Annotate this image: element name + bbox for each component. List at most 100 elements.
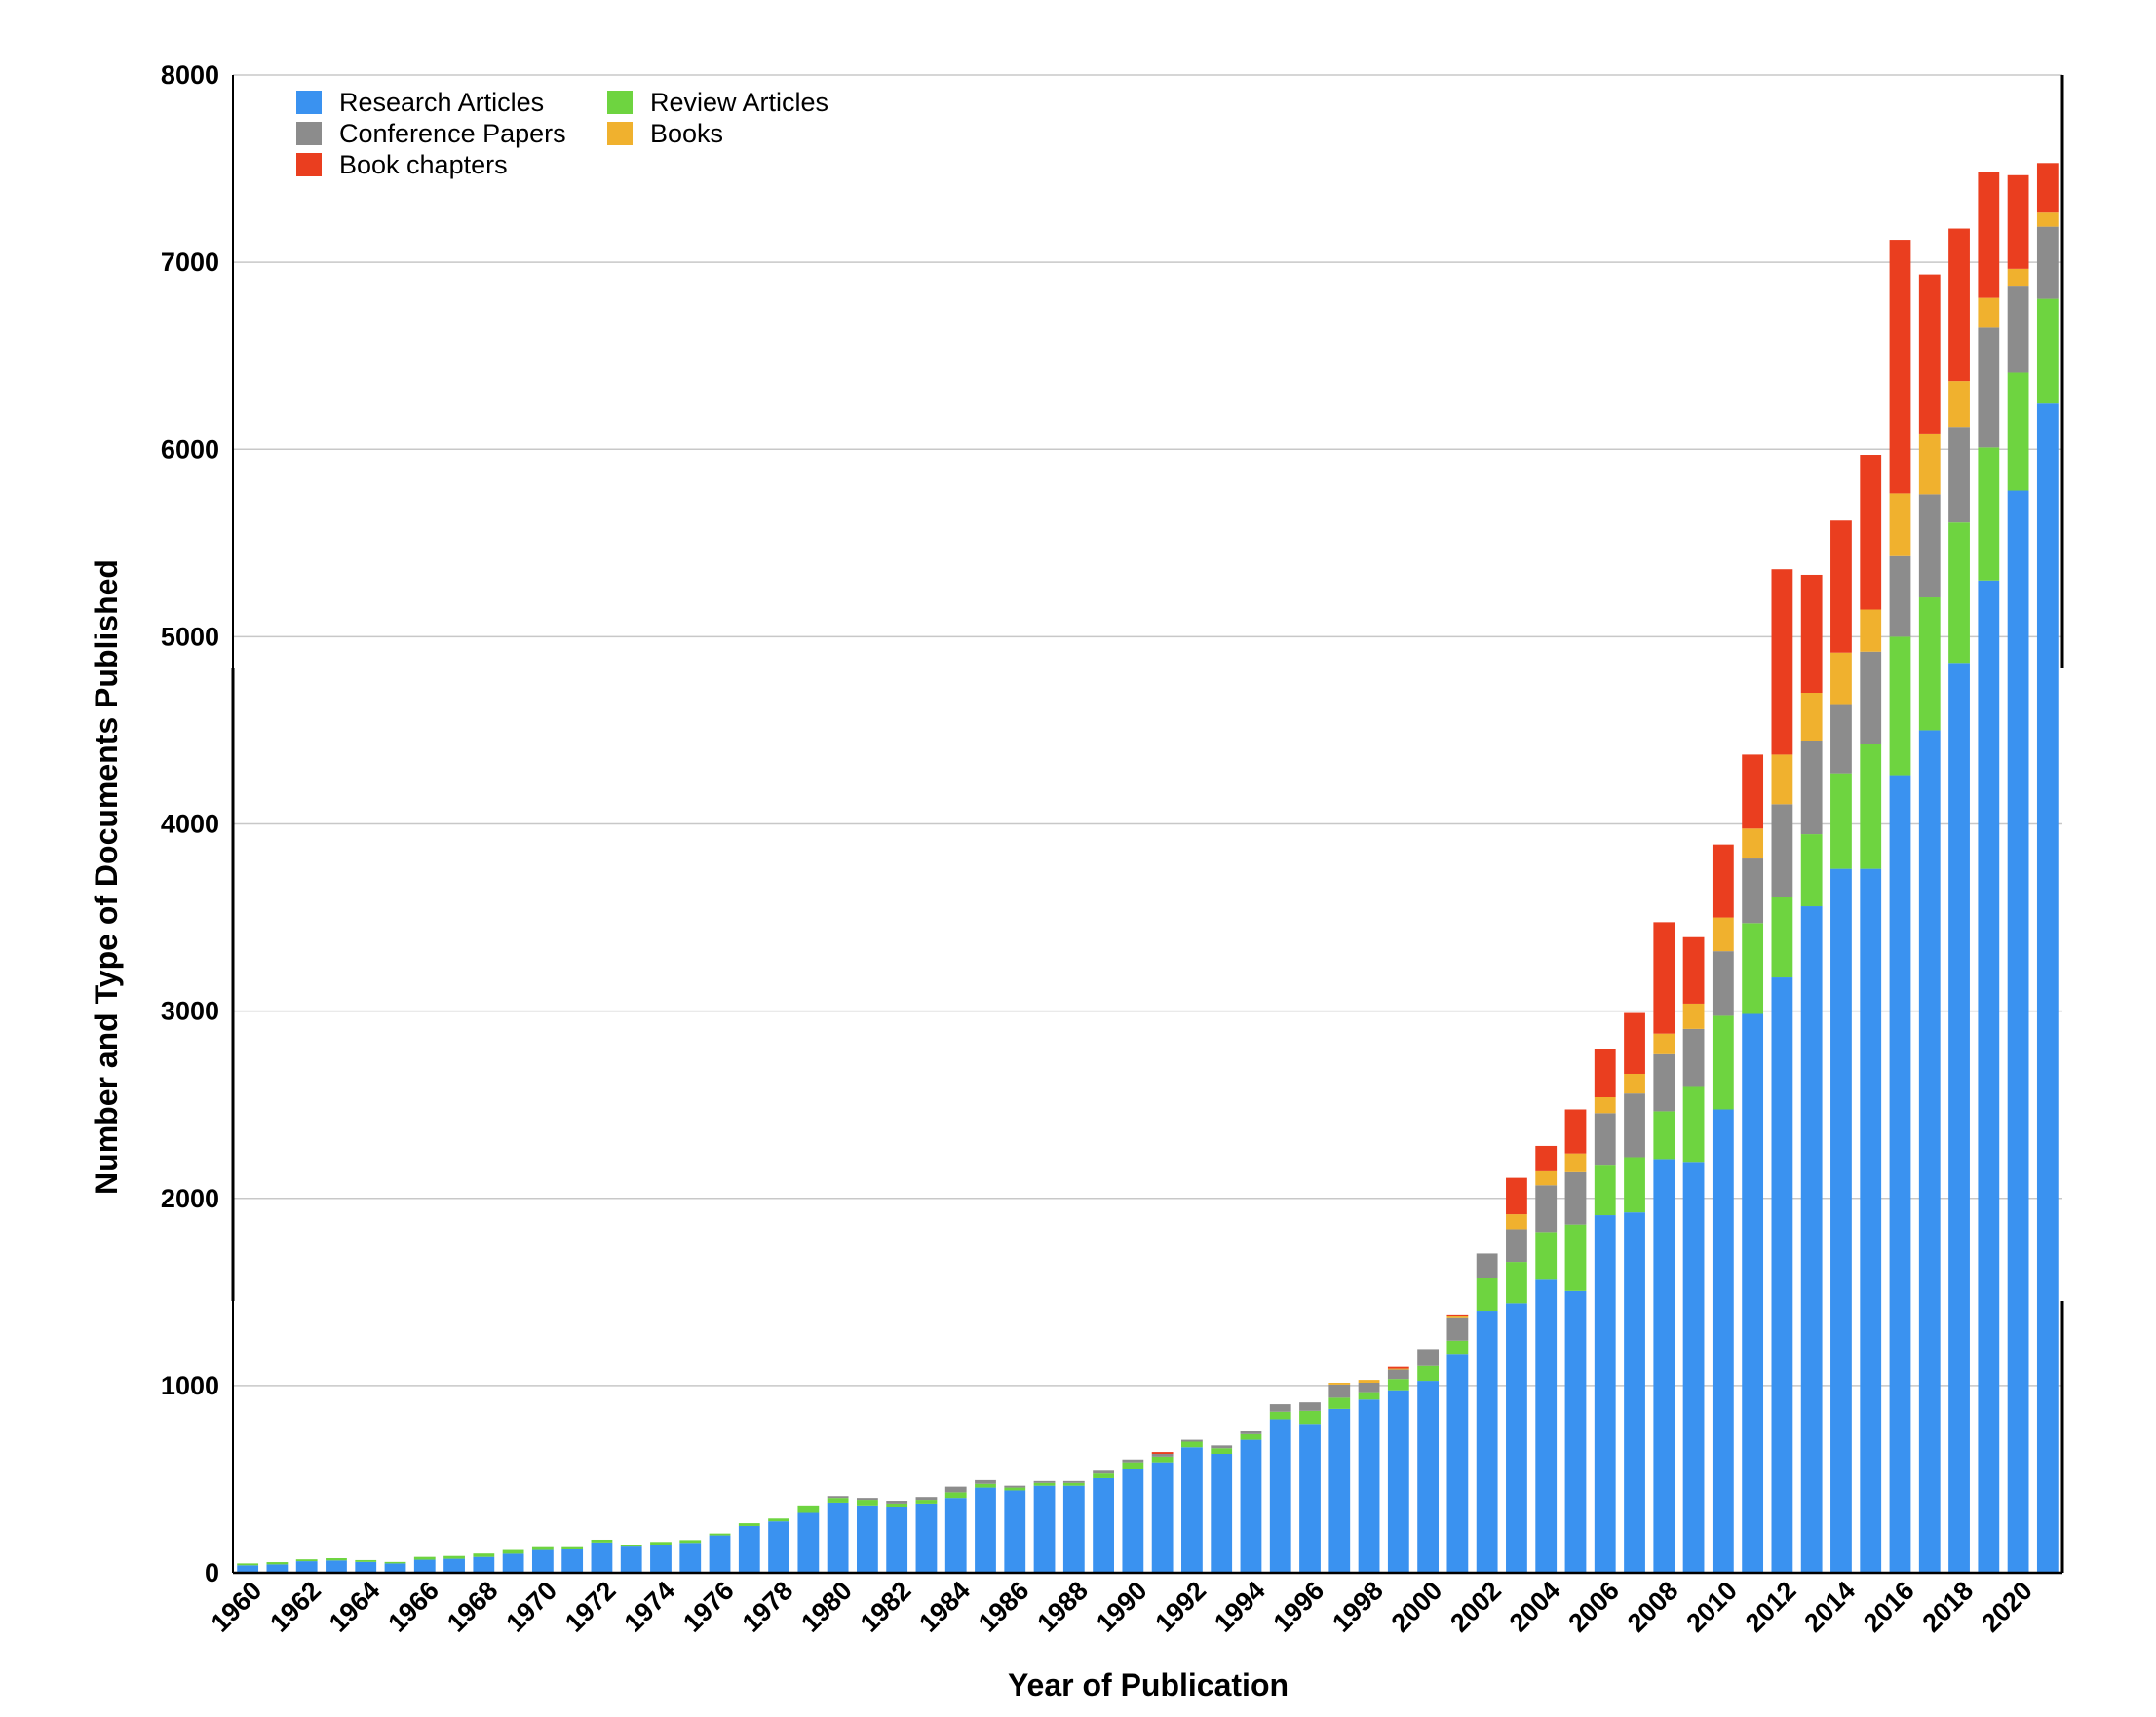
bar-segment-review-articles-1991 [1151, 1456, 1174, 1463]
bar-segment-review-articles-1963 [326, 1558, 347, 1561]
bar-segment-research-articles-1980 [827, 1502, 849, 1573]
bar-segment-review-articles-1985 [975, 1483, 996, 1488]
bar-segment-review-articles-1982 [886, 1503, 908, 1507]
bar-segment-research-articles-2004 [1535, 1279, 1558, 1573]
axes [231, 75, 2064, 1575]
x-tick-label: 1976 [677, 1576, 740, 1638]
bar-segment-conference-papers-2006 [1594, 1113, 1616, 1166]
bar-segment-review-articles-2005 [1564, 1224, 1587, 1291]
bar-segment-research-articles-2010 [1712, 1109, 1734, 1573]
bar-segment-book-chapters-2007 [1624, 1012, 1645, 1074]
x-tick-label: 2010 [1680, 1576, 1743, 1638]
bar-segment-book-chapters-2017 [1918, 274, 1941, 434]
bar-segment-review-articles-1989 [1093, 1473, 1114, 1478]
x-tick-label: 1988 [1031, 1576, 1094, 1638]
bar-segment-review-articles-2000 [1417, 1365, 1440, 1382]
bar-segment-conference-papers-2014 [1830, 704, 1852, 774]
bar-segment-books-1997 [1328, 1382, 1351, 1385]
bar-segment-conference-papers-2013 [1800, 741, 1823, 835]
x-tick-label: 2016 [1858, 1576, 1920, 1638]
bar-segment-research-articles-2006 [1594, 1215, 1616, 1573]
bar-segment-research-articles-1966 [413, 1559, 436, 1573]
bar-segment-review-articles-2013 [1800, 834, 1823, 907]
bar-segment-research-articles-1968 [473, 1556, 495, 1573]
x-tick-label: 1990 [1091, 1576, 1153, 1638]
bar-segment-conference-papers-2003 [1506, 1229, 1527, 1263]
bar-segment-books-2017 [1918, 433, 1941, 495]
bar-segment-review-articles-1972 [591, 1539, 613, 1543]
bar-segment-research-articles-1993 [1211, 1454, 1233, 1573]
bar-segment-research-articles-2018 [1948, 663, 1970, 1573]
bar-segment-research-articles-2017 [1918, 730, 1941, 1573]
bar-segment-conference-papers-1987 [1033, 1480, 1056, 1483]
y-tick-label: 1000 [161, 1371, 219, 1400]
bar-segment-book-chapters-2018 [1948, 228, 1970, 382]
bar-segment-books-2021 [2036, 212, 2059, 227]
bar-segment-conference-papers-1986 [1004, 1485, 1026, 1488]
bar-segment-books-2007 [1624, 1073, 1645, 1094]
bar-segment-review-articles-1983 [915, 1500, 938, 1504]
bar-segment-conference-papers-2012 [1771, 804, 1793, 897]
bar-segment-review-articles-2014 [1830, 773, 1852, 869]
bar-segment-conference-papers-1993 [1211, 1445, 1233, 1449]
x-tick-label: 1972 [559, 1576, 622, 1638]
legend-label: Book chapters [339, 150, 508, 179]
bar-segment-review-articles-1979 [797, 1505, 820, 1513]
bar-segment-review-articles-2019 [1978, 447, 2000, 581]
bar-segment-research-articles-2007 [1624, 1212, 1645, 1573]
bar-segment-book-chapters-2008 [1653, 922, 1675, 1034]
gridlines [233, 74, 2062, 1387]
bar-segment-books-2020 [2007, 268, 2029, 287]
x-tick-label: 2002 [1444, 1576, 1507, 1638]
bar-segment-conference-papers-2007 [1624, 1093, 1645, 1158]
bar-segment-review-articles-1962 [295, 1559, 318, 1562]
bar-segment-books-2013 [1800, 693, 1823, 741]
bar-segment-book-chapters-2012 [1771, 569, 1793, 755]
bar-segment-research-articles-2013 [1800, 906, 1823, 1573]
bar-segment-review-articles-1974 [650, 1542, 672, 1545]
bar-segment-research-articles-2001 [1446, 1354, 1469, 1573]
bar-segment-research-articles-1965 [384, 1563, 406, 1573]
bar-segment-conference-papers-1996 [1299, 1402, 1321, 1411]
x-tick-label: 1964 [324, 1576, 386, 1638]
bar-segment-conference-papers-1998 [1358, 1382, 1380, 1393]
bar-segment-conference-papers-1988 [1062, 1480, 1085, 1483]
bar-segment-conference-papers-1983 [915, 1497, 938, 1501]
bar-segment-review-articles-1971 [561, 1546, 584, 1549]
bar-segment-book-chapters-2016 [1889, 240, 1911, 494]
bar-segment-research-articles-1972 [591, 1542, 613, 1573]
bar-segment-book-chapters-2009 [1682, 936, 1705, 1004]
bar-segment-review-articles-1996 [1299, 1410, 1321, 1425]
bar-segment-review-articles-2018 [1948, 522, 1970, 664]
bar-segment-books-1999 [1387, 1368, 1409, 1370]
bar-segment-research-articles-2011 [1742, 1013, 1764, 1573]
bar-segment-review-articles-2011 [1742, 923, 1764, 1014]
legend: Research Articles Review Articles Conferen… [296, 88, 828, 179]
bar-segment-conference-papers-1999 [1387, 1369, 1409, 1380]
bar-segment-research-articles-1974 [650, 1545, 672, 1573]
bar-segment-review-articles-1986 [1004, 1487, 1026, 1491]
bar-segment-research-articles-2012 [1771, 977, 1793, 1573]
x-tick-labels: 1960196219641966196819701972197419761978… [206, 1576, 2038, 1638]
bar-segment-research-articles-1999 [1387, 1390, 1409, 1573]
bar-segment-research-articles-2015 [1860, 868, 1882, 1573]
legend-swatch [296, 122, 322, 145]
bar-segment-research-articles-1961 [266, 1564, 289, 1573]
bar-segment-conference-papers-2011 [1742, 858, 1764, 924]
bar-segment-review-articles-2012 [1771, 897, 1793, 978]
bar-segment-books-2010 [1712, 917, 1734, 952]
bar-segment-review-articles-1999 [1387, 1379, 1409, 1391]
bar-segment-research-articles-2005 [1564, 1290, 1587, 1573]
bar-segment-book-chapters-2021 [2036, 163, 2059, 213]
bar-segment-books-2018 [1948, 381, 1970, 428]
bar-segment-conference-papers-2009 [1682, 1028, 1705, 1087]
bar-segment-research-articles-1964 [355, 1561, 377, 1573]
bar-segment-review-articles-2015 [1860, 744, 1882, 869]
bar-segment-conference-papers-1997 [1328, 1384, 1351, 1398]
bar-segment-research-articles-1979 [797, 1512, 820, 1573]
legend-label: Research Articles [339, 88, 544, 117]
bar-segment-review-articles-1992 [1181, 1441, 1203, 1448]
bar-segment-research-articles-2020 [2007, 490, 2029, 1573]
x-tick-label: 2006 [1562, 1576, 1625, 1638]
